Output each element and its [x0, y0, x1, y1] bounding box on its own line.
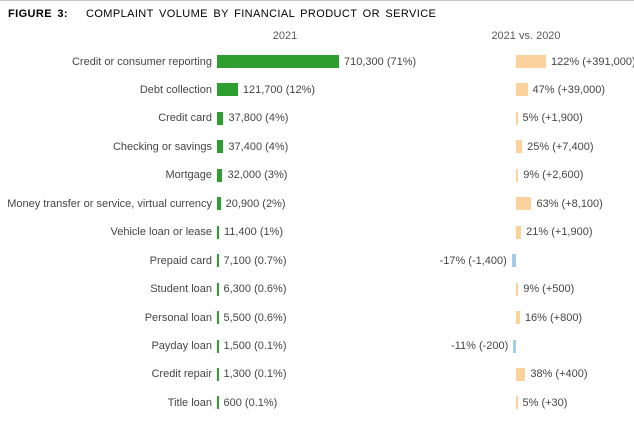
volume-bar-2021 — [217, 339, 219, 353]
change-bar-increase — [516, 282, 519, 296]
category-label: Prepaid card — [149, 254, 212, 267]
change-bar-decrease — [511, 254, 516, 268]
volume-bar-2021 — [217, 282, 219, 296]
volume-bar-2021 — [217, 83, 238, 97]
category-label: Credit card — [158, 112, 212, 125]
column-header-2021-vs-2020: 2021 vs. 2020 — [491, 30, 561, 42]
volume-value-label: 11,400 (1%) — [223, 226, 284, 239]
change-bar-increase — [516, 225, 522, 239]
change-bar-increase — [516, 396, 518, 410]
change-value-label: 38% (+400) — [530, 368, 588, 381]
figure-number-label: FIGURE 3: — [8, 8, 68, 20]
change-bar-increase — [516, 197, 532, 211]
category-label: Mortgage — [165, 169, 212, 182]
volume-bar-2021 — [217, 111, 224, 125]
change-value-label: 5% (+30) — [522, 396, 568, 409]
volume-value-label: 6,300 (0.6%) — [223, 283, 287, 296]
change-value-label: 21% (+1,900) — [526, 226, 593, 239]
volume-value-label: 20,900 (2%) — [225, 197, 286, 210]
change-value-label: 122% (+391,000) — [551, 55, 634, 68]
change-value-label: 5% (+1,900) — [522, 112, 583, 125]
volume-value-label: 37,400 (4%) — [228, 140, 289, 153]
volume-value-label: 7,100 (0.7%) — [223, 254, 287, 267]
change-bar-increase — [516, 55, 546, 68]
change-value-label: 9% (+500) — [523, 283, 575, 296]
volume-bar-2021 — [217, 55, 339, 68]
category-label: Student loan — [150, 283, 212, 296]
volume-bar-2021 — [217, 197, 221, 211]
column-header-2021: 2021 — [272, 30, 298, 42]
change-bar-increase — [516, 367, 526, 381]
volume-bar-2021 — [217, 396, 219, 410]
category-label: Debt collection — [139, 83, 212, 96]
volume-value-label: 1,500 (0.1%) — [223, 340, 287, 352]
change-bar-increase — [516, 311, 520, 325]
volume-bar-2021 — [217, 140, 224, 154]
volume-bar-2021 — [217, 225, 219, 239]
change-bar-increase — [516, 168, 519, 182]
volume-bar-2021 — [217, 311, 219, 325]
change-value-label: -11% (-200) — [451, 340, 509, 352]
volume-value-label: 600 (0.1%) — [223, 396, 278, 409]
volume-value-label: 121,700 (12%) — [242, 83, 316, 96]
category-label: Personal loan — [144, 311, 212, 324]
category-label: Credit or consumer reporting — [71, 55, 212, 68]
category-label: Credit repair — [151, 368, 212, 381]
volume-bar-2021 — [217, 367, 219, 381]
volume-value-label: 710,300 (71%) — [344, 55, 417, 68]
change-value-label: 16% (+800) — [524, 311, 583, 324]
change-value-label: 25% (+7,400) — [527, 140, 594, 153]
volume-value-label: 5,500 (0.6%) — [223, 311, 287, 324]
category-label: Checking or savings — [112, 140, 212, 153]
category-label: Title loan — [167, 396, 212, 409]
change-bar-increase — [516, 140, 523, 154]
change-bar-decrease — [513, 339, 516, 353]
change-value-label: 9% (+2,600) — [523, 169, 584, 182]
change-value-label: 63% (+8,100) — [536, 197, 603, 210]
change-value-label: -17% (-1,400) — [439, 254, 507, 267]
category-label: Money transfer or service, virtual curre… — [7, 197, 212, 210]
volume-bar-2021 — [217, 254, 219, 268]
change-bar-increase — [516, 111, 518, 125]
change-bar-increase — [516, 83, 528, 97]
volume-value-label: 37,800 (4%) — [228, 112, 289, 125]
category-label: Payday loan — [151, 340, 212, 352]
figure-title: COMPLAINT VOLUME BY FINANCIAL PRODUCT OR… — [86, 8, 437, 20]
figure-heading: FIGURE 3: COMPLAINT VOLUME BY FINANCIAL P… — [8, 8, 436, 20]
volume-value-label: 1,300 (0.1%) — [223, 368, 287, 381]
category-label: Vehicle loan or lease — [110, 226, 212, 239]
volume-value-label: 32,000 (3%) — [227, 169, 288, 182]
change-value-label: 47% (+39,000) — [532, 83, 606, 96]
volume-bar-2021 — [217, 168, 223, 182]
